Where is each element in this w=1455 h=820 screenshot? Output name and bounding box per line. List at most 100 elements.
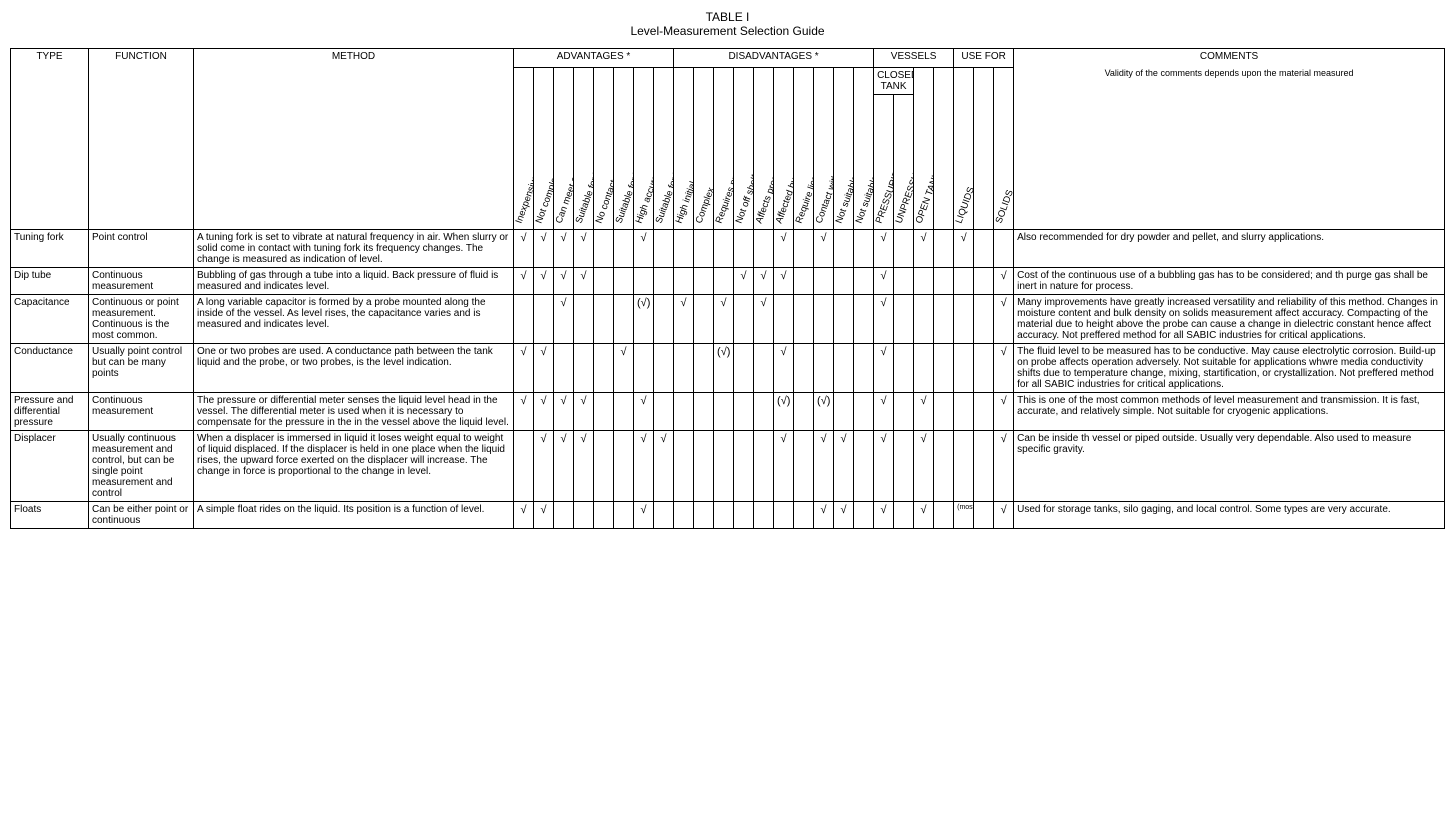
table-row: DisplacerUsually continuous measurement … [11, 431, 1445, 502]
cell-spacer [934, 230, 954, 268]
cell-crit [574, 344, 594, 393]
cell-crit [894, 431, 914, 502]
cell-crit [514, 431, 534, 502]
crit-5: Suitable for Multipoint installation [614, 68, 634, 230]
cell-crit: √ [534, 502, 554, 529]
crit-spacer-v [934, 68, 954, 230]
cell-crit [634, 344, 654, 393]
table-row: Dip tubeContinuous measurementBubbling o… [11, 268, 1445, 295]
cell-crit: (√) [774, 393, 794, 431]
crit-11: Not off shelf item [734, 68, 754, 230]
crit-13: Affected by process fluid [774, 68, 794, 230]
cell-method: When a displacer is immersed in liquid i… [194, 431, 514, 502]
cell-crit [734, 393, 754, 431]
crit-0: Inexpensive [514, 68, 534, 230]
cell-crit: √ [834, 502, 854, 529]
hdr-function: FUNCTION [89, 49, 194, 230]
cell-crit [794, 431, 814, 502]
crit-7: Suitable for Interface fluids [654, 68, 674, 230]
cell-crit [614, 431, 634, 502]
cell-crit [654, 268, 674, 295]
cell-method: One or two probes are used. A conductanc… [194, 344, 514, 393]
cell-crit [694, 295, 714, 344]
cell-crit: √ [674, 295, 694, 344]
hdr-usefor: USE FOR [954, 49, 1014, 68]
crit-17: Not suitable for high temperature [854, 68, 874, 230]
cell-crit [714, 502, 734, 529]
cell-type: Displacer [11, 431, 89, 502]
table-head: TYPE FUNCTION METHOD ADVANTAGES * DISADV… [11, 49, 1445, 230]
crit-12: Affects process fluid [754, 68, 774, 230]
cell-comment: The fluid level to be measured has to be… [1014, 344, 1445, 393]
cell-crit: √ [534, 268, 554, 295]
cell-crit [954, 295, 974, 344]
cell-crit: √ [774, 230, 794, 268]
cell-crit [694, 393, 714, 431]
cell-crit [854, 344, 874, 393]
crit-16: Not suitable for all application [834, 68, 854, 230]
cell-crit [654, 295, 674, 344]
cell-comment: Can be inside th vessel or piped outside… [1014, 431, 1445, 502]
cell-crit [594, 230, 614, 268]
cell-crit: √ [874, 431, 894, 502]
cell-crit [834, 268, 854, 295]
crit-20: OPEN TANK [914, 68, 934, 230]
cell-function: Usually point control but can be many po… [89, 344, 194, 393]
cell-crit [674, 344, 694, 393]
cell-crit [954, 393, 974, 431]
cell-crit [534, 295, 554, 344]
cell-crit: √ [514, 344, 534, 393]
cell-crit [954, 431, 974, 502]
cell-method: A simple float rides on the liquid. Its … [194, 502, 514, 529]
selection-guide-table: TYPE FUNCTION METHOD ADVANTAGES * DISADV… [10, 48, 1445, 529]
cell-crit: √ [774, 431, 794, 502]
cell-crit [894, 502, 914, 529]
cell-crit [754, 502, 774, 529]
hdr-vessels: VESSELS [874, 49, 954, 68]
cell-crit: √ [874, 230, 894, 268]
crit-15: Contact with process fluid [814, 68, 834, 230]
cell-crit: √ [814, 230, 834, 268]
cell-crit: √ [994, 502, 1014, 529]
cell-crit [894, 344, 914, 393]
cell-crit: √ [874, 344, 894, 393]
cell-crit [754, 393, 774, 431]
cell-crit: √ [834, 431, 854, 502]
hdr-method: METHOD [194, 49, 514, 230]
table-row: CapacitanceContinuous or point measureme… [11, 295, 1445, 344]
cell-crit: √ [634, 431, 654, 502]
cell-crit [694, 268, 714, 295]
cell-crit [754, 344, 774, 393]
cell-crit [694, 431, 714, 502]
cell-crit [894, 393, 914, 431]
cell-crit: √ [634, 230, 654, 268]
cell-crit: √ [534, 393, 554, 431]
cell-crit: √ [514, 502, 534, 529]
cell-spacer [934, 431, 954, 502]
cell-crit: √ [574, 230, 594, 268]
cell-crit [614, 268, 634, 295]
cell-crit [894, 268, 914, 295]
crit-6: High accuracy [634, 68, 654, 230]
hdr-advantages: ADVANTAGES * [514, 49, 674, 68]
cell-type: Tuning fork [11, 230, 89, 268]
crit-14: Require license [794, 68, 814, 230]
cell-method: Bubbling of gas through a tube into a li… [194, 268, 514, 295]
cell-crit: √ [874, 502, 894, 529]
cell-crit: √ [614, 344, 634, 393]
cell-crit: (mostly) [954, 502, 974, 529]
cell-crit: √ [994, 344, 1014, 393]
cell-crit [714, 393, 734, 431]
cell-crit [954, 268, 974, 295]
cell-crit: √ [714, 295, 734, 344]
cell-type: Floats [11, 502, 89, 529]
cell-crit [614, 502, 634, 529]
table-body: Tuning forkPoint controlA tuning fork is… [11, 230, 1445, 529]
crit-spacer-u [974, 68, 994, 230]
hdr-closed-tank: CLOSED TANK [874, 68, 914, 95]
cell-crit [594, 295, 614, 344]
cell-crit: √ [914, 431, 934, 502]
cell-crit: √ [534, 230, 554, 268]
cell-crit: √ [814, 502, 834, 529]
cell-spacer [974, 393, 994, 431]
